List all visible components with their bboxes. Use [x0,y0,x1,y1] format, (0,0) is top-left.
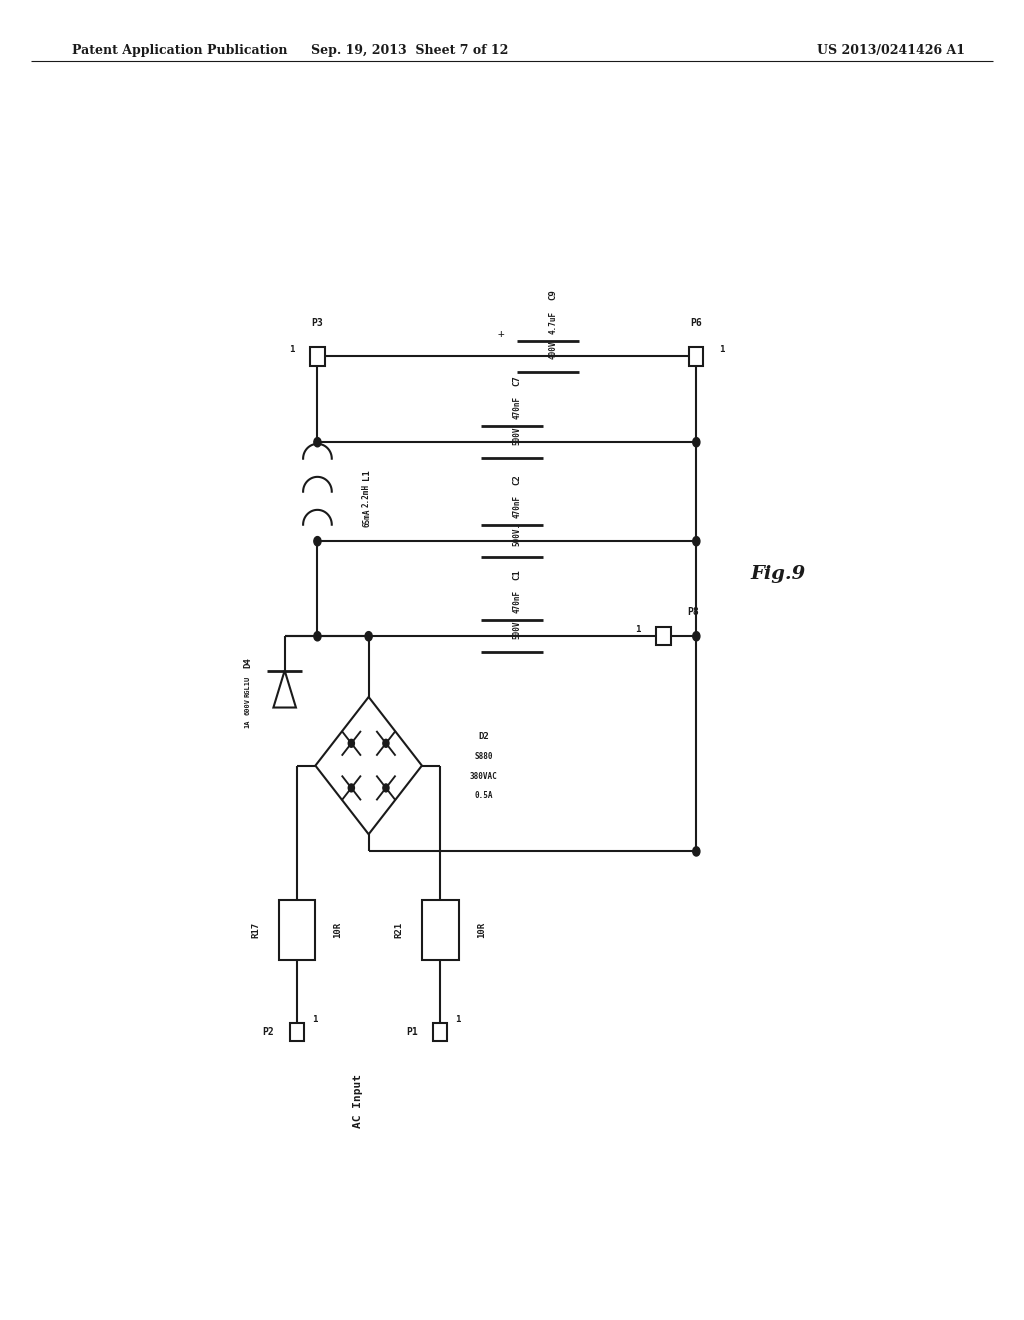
Text: 65mA: 65mA [362,508,371,528]
Text: D4: D4 [244,657,252,668]
Circle shape [313,632,322,642]
Text: 380VAC: 380VAC [469,772,498,780]
Circle shape [313,537,322,546]
Text: 10R: 10R [334,921,342,939]
Text: 1: 1 [635,626,641,634]
Text: 0.5A: 0.5A [474,792,493,800]
Text: 1: 1 [311,1015,317,1023]
Text: 500V: 500V [513,426,521,445]
Bar [656,627,671,645]
Text: 10R: 10R [477,921,485,939]
Text: RGL1U: RGL1U [245,676,251,697]
Text: C2: C2 [513,474,521,484]
Text: US 2013/0241426 A1: US 2013/0241426 A1 [817,44,965,57]
Polygon shape [315,697,422,834]
Circle shape [348,784,354,792]
Text: S880: S880 [474,752,493,760]
Text: 600V: 600V [245,698,251,714]
Text: P8: P8 [687,607,699,618]
Bar [279,900,315,960]
Bar [310,347,325,366]
Circle shape [383,739,389,747]
Text: C7: C7 [513,375,521,385]
Text: P3: P3 [311,318,324,329]
Circle shape [383,784,389,792]
Bar [422,900,459,960]
Text: 1: 1 [289,346,295,354]
Text: L1: L1 [362,469,371,480]
Text: D2: D2 [478,733,488,741]
Text: 4.7uF: 4.7uF [549,310,557,334]
Circle shape [692,847,700,857]
Text: P2: P2 [262,1027,274,1038]
Bar [689,347,703,366]
Text: 400V: 400V [549,341,557,359]
Text: 470nF: 470nF [513,590,521,614]
Text: 1: 1 [455,1015,461,1023]
Text: 1: 1 [719,346,725,354]
Circle shape [692,537,700,546]
Text: Patent Application Publication: Patent Application Publication [72,44,287,57]
Circle shape [313,437,322,446]
Text: P6: P6 [690,318,702,329]
Circle shape [365,632,373,642]
Circle shape [692,632,700,642]
Text: 500V: 500V [513,620,521,639]
Text: R21: R21 [395,921,403,939]
Circle shape [692,437,700,446]
Circle shape [348,739,354,747]
Text: 2.2mH: 2.2mH [362,484,371,507]
Text: R17: R17 [252,921,260,939]
Text: 470nF: 470nF [513,495,521,519]
Bar [290,1023,304,1041]
Text: +: + [498,329,504,339]
Text: 470nF: 470nF [513,396,521,420]
Text: 1A: 1A [245,719,251,727]
Text: AC Input: AC Input [353,1074,364,1127]
Text: C1: C1 [513,569,521,579]
Polygon shape [273,671,296,708]
Text: Sep. 19, 2013  Sheet 7 of 12: Sep. 19, 2013 Sheet 7 of 12 [311,44,508,57]
Text: 500V.: 500V. [513,523,521,546]
Text: C9: C9 [549,289,557,300]
Text: P1: P1 [406,1027,418,1038]
Text: Fig.9: Fig.9 [751,565,806,583]
Bar [433,1023,447,1041]
